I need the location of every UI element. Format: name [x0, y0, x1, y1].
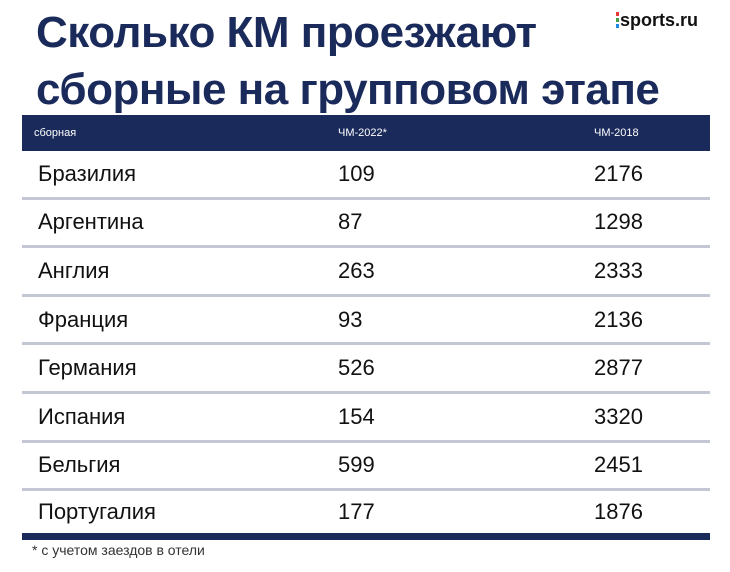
cell-wc-2022: 154	[338, 403, 375, 429]
cell-team: Португалия	[38, 498, 156, 524]
table-row: Бельгия 599 2451	[22, 443, 710, 492]
cell-team: Испания	[38, 403, 126, 429]
cell-wc-2018: 2136	[594, 306, 643, 332]
cell-wc-2018: 1298	[594, 209, 643, 235]
cell-team: Англия	[38, 257, 110, 283]
header-team: сборная	[34, 127, 77, 139]
title-line-1: Сколько КМ проезжают	[36, 8, 537, 57]
cell-wc-2018: 2176	[594, 160, 643, 186]
cell-wc-2018: 2877	[594, 355, 643, 381]
cell-wc-2022: 263	[338, 257, 375, 283]
cell-wc-2018: 2451	[594, 452, 643, 478]
cell-wc-2022: 93	[338, 306, 363, 332]
header-wc-2018: ЧМ-2018	[594, 127, 639, 139]
cell-team: Аргентина	[38, 209, 144, 235]
cell-team: Германия	[38, 355, 137, 381]
table-header: сборная ЧМ-2022* ЧМ-2018	[22, 115, 710, 151]
brand-mark-icon	[616, 12, 619, 28]
cell-wc-2018: 1876	[594, 498, 643, 524]
cell-wc-2022: 526	[338, 355, 375, 381]
table-body: Бразилия 109 2176 Аргентина 87 1298 Англия 263 2…	[22, 151, 710, 540]
table-row: Португалия 177 1876	[22, 491, 710, 540]
sports-ru-logo: sports.ru	[616, 10, 698, 30]
table-row: Англия 263 2333	[22, 248, 710, 297]
table-row: Аргентина 87 1298	[22, 200, 710, 249]
table-row: Испания 154 3320	[22, 394, 710, 443]
cell-wc-2022: 109	[338, 160, 375, 186]
cell-wc-2018: 3320	[594, 403, 643, 429]
cell-wc-2022: 87	[338, 209, 363, 235]
footnote: * с учетом заездов в отели	[32, 542, 205, 558]
cell-team: Бельгия	[38, 452, 121, 478]
cell-wc-2022: 177	[338, 498, 375, 524]
cell-wc-2018: 2333	[594, 257, 643, 283]
table-row: Франция 93 2136	[22, 297, 710, 346]
brand-name: sports.ru	[620, 9, 699, 30]
cell-team: Бразилия	[38, 160, 137, 186]
table-row: Германия 526 2877	[22, 345, 710, 394]
page-title: Сколько КМ проезжают сборные на группово…	[36, 4, 660, 118]
table-row: Бразилия 109 2176	[22, 151, 710, 200]
title-line-2: сборные на групповом этапе	[36, 65, 660, 114]
header-wc-2022: ЧМ-2022*	[338, 127, 387, 139]
cell-team: Франция	[38, 306, 129, 332]
cell-wc-2022: 599	[338, 452, 375, 478]
distance-table: сборная ЧМ-2022* ЧМ-2018 Бразилия 109 2176…	[22, 115, 710, 540]
